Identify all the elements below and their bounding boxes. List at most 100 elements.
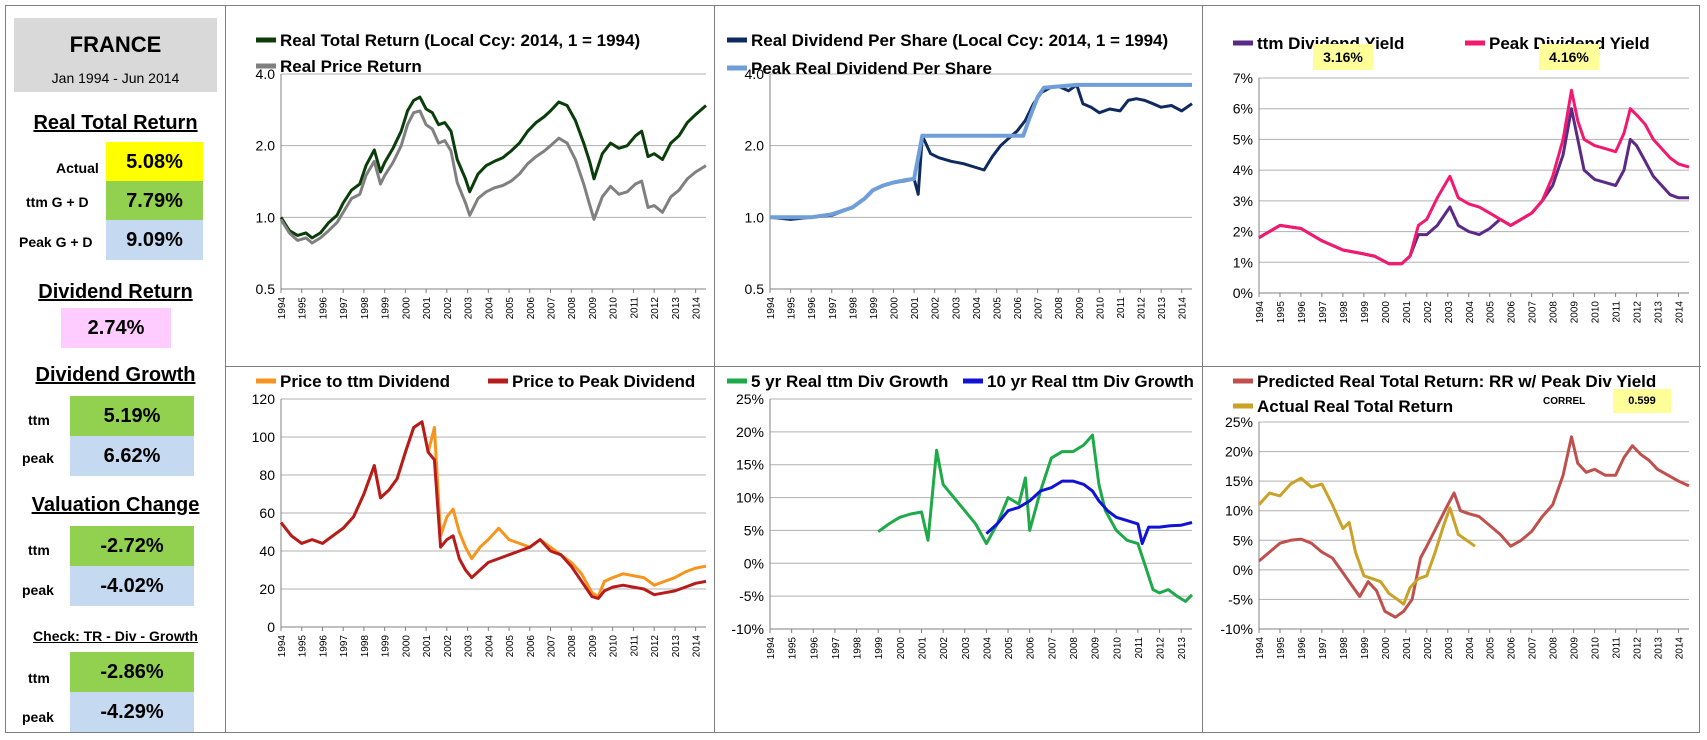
x-tick-label: 1996 bbox=[807, 297, 818, 320]
x-tick-label: 2013 bbox=[1157, 297, 1168, 320]
y-tick-label: 20% bbox=[736, 424, 764, 440]
x-tick-label: 2008 bbox=[1054, 297, 1065, 320]
x-tick-label: 2005 bbox=[992, 297, 1003, 320]
y-tick-label: 80 bbox=[259, 467, 275, 483]
x-tick-label: 2009 bbox=[1570, 301, 1581, 324]
legend-label: Price to Peak Dividend bbox=[512, 372, 695, 391]
check-peak-value: -4.29% bbox=[70, 692, 194, 732]
chart-svg: 0 20 40 60 80 100 120 1994 1995 1996 1997 1998 1999 2… bbox=[252, 372, 707, 658]
x-tick-label: 1998 bbox=[360, 635, 371, 658]
divider bbox=[225, 366, 1701, 367]
x-tick-label: 2000 bbox=[890, 297, 901, 320]
series-line bbox=[279, 109, 707, 245]
x-tick-label: 1997 bbox=[339, 297, 350, 320]
correl-value: 0.599 bbox=[1613, 389, 1671, 413]
y-tick-label: 0 bbox=[267, 619, 275, 635]
x-tick-label: 2005 bbox=[1004, 637, 1015, 660]
divider bbox=[714, 6, 715, 732]
growth-peak-label: peak bbox=[22, 450, 54, 466]
series-line bbox=[1258, 88, 1690, 266]
y-tick-label: 2% bbox=[1233, 224, 1253, 240]
x-tick-label: 2012 bbox=[650, 635, 661, 658]
check-title: Check: TR - Div - Growth bbox=[33, 628, 198, 644]
x-tick-label: 2004 bbox=[982, 637, 993, 660]
x-tick-label: 2012 bbox=[650, 297, 661, 320]
x-tick-label: 1994 bbox=[277, 635, 288, 658]
ttm-gd-value: 7.79% bbox=[106, 181, 203, 221]
x-tick-label: 1997 bbox=[339, 635, 350, 658]
y-tick-label: 4.0 bbox=[256, 66, 276, 82]
dividend-growth-chart: -10% -5% 0% 5% 10% 15% 20% 25% 1994 1995 1996 1997 1… bbox=[715, 367, 1202, 733]
x-tick-label: 1994 bbox=[766, 637, 777, 660]
x-tick-label: 2008 bbox=[567, 297, 578, 320]
series-line bbox=[1258, 435, 1690, 619]
dividend-yield-chart: 0% 1% 2% 3% 4% 5% 6% 7% 1994 1995 1996 1997 1998 1999… bbox=[1203, 6, 1700, 366]
x-tick-label: 1999 bbox=[869, 297, 880, 320]
x-tick-label: 2004 bbox=[484, 297, 495, 320]
real-return-chart: 0.5 1.0 2.0 4.0 1994 1995 1996 1997 1998 1999 2000… bbox=[226, 6, 714, 366]
legend-label: 5 yr Real ttm Div Growth bbox=[751, 372, 948, 391]
x-tick-label: 2014 bbox=[692, 635, 703, 658]
x-tick-label: 2012 bbox=[1156, 637, 1167, 660]
chart-svg: -10% -5% 0% 5% 10% 15% 20% 25% 1994 1995 1996 1997 1… bbox=[727, 372, 1194, 660]
y-tick-label: 2.0 bbox=[256, 138, 276, 154]
x-tick-label: 2011 bbox=[1612, 637, 1623, 659]
series-line bbox=[279, 420, 707, 599]
x-tick-label: 1999 bbox=[381, 297, 392, 320]
series-line bbox=[770, 82, 1192, 220]
actual-value: 5.08% bbox=[106, 142, 203, 182]
x-tick-label: 1996 bbox=[809, 637, 820, 660]
x-tick-label: 2007 bbox=[1528, 637, 1539, 660]
x-tick-label: 2010 bbox=[1095, 297, 1106, 320]
x-tick-label: 2006 bbox=[526, 297, 537, 320]
x-tick-label: 2004 bbox=[1465, 301, 1476, 324]
x-tick-label: 2006 bbox=[1507, 301, 1518, 324]
y-tick-label: 4% bbox=[1233, 162, 1253, 178]
x-tick-label: 2013 bbox=[1654, 637, 1665, 660]
divider bbox=[225, 6, 226, 732]
correl-label: CORREL bbox=[1543, 396, 1586, 407]
growth-ttm-label: ttm bbox=[28, 412, 50, 428]
check-ttm-value: -2.86% bbox=[70, 652, 194, 692]
x-tick-label: 2011 bbox=[1612, 301, 1623, 323]
x-tick-label: 2009 bbox=[1570, 637, 1581, 660]
y-tick-label: 1.0 bbox=[256, 209, 276, 225]
x-tick-label: 2009 bbox=[1091, 637, 1102, 660]
divider bbox=[1202, 6, 1203, 732]
valuation-ttm-label: ttm bbox=[28, 542, 50, 558]
x-tick-label: 2012 bbox=[1137, 297, 1148, 320]
series-line bbox=[279, 95, 707, 240]
y-tick-label: 0.5 bbox=[256, 281, 276, 297]
x-tick-label: 2000 bbox=[401, 297, 412, 320]
growth-ttm-value: 5.19% bbox=[70, 396, 194, 436]
y-tick-label: 120 bbox=[252, 391, 276, 407]
y-tick-label: 40 bbox=[259, 543, 275, 559]
y-tick-label: 10% bbox=[1225, 503, 1253, 519]
x-tick-label: 2007 bbox=[547, 297, 558, 320]
y-tick-label: 2.0 bbox=[745, 138, 765, 154]
price-to-dividend-chart: 0 20 40 60 80 100 120 1994 1995 1996 1997 1998 1999 2… bbox=[226, 367, 714, 733]
x-tick-label: 2007 bbox=[1528, 301, 1539, 324]
valuation-peak-value: -4.02% bbox=[70, 566, 194, 606]
x-tick-label: 2004 bbox=[484, 635, 495, 658]
x-tick-label: 1994 bbox=[766, 297, 777, 320]
x-tick-label: 2010 bbox=[1591, 301, 1602, 324]
y-tick-label: 20 bbox=[259, 581, 275, 597]
actual-label: Actual bbox=[56, 160, 99, 176]
x-tick-label: 2014 bbox=[692, 297, 703, 320]
x-tick-label: 2004 bbox=[972, 297, 983, 320]
valuation-peak-label: peak bbox=[22, 582, 54, 598]
x-tick-label: 2004 bbox=[1465, 637, 1476, 660]
y-tick-label: 0% bbox=[1233, 562, 1253, 578]
x-tick-label: 1997 bbox=[831, 637, 842, 660]
x-tick-label: 1994 bbox=[277, 297, 288, 320]
chart-svg: 0.5 1.0 2.0 4.0 1994 1995 1996 1997 1998 1999 2000… bbox=[727, 31, 1193, 320]
x-tick-label: 2002 bbox=[1423, 637, 1434, 660]
peak-gd-label: Peak G + D bbox=[19, 234, 93, 250]
country-name: FRANCE bbox=[69, 32, 162, 57]
series-line bbox=[985, 479, 1193, 546]
x-tick-label: 1998 bbox=[848, 297, 859, 320]
y-tick-label: 5% bbox=[1233, 131, 1253, 147]
x-tick-label: 1995 bbox=[1276, 637, 1287, 660]
x-tick-label: 2011 bbox=[1134, 637, 1145, 659]
